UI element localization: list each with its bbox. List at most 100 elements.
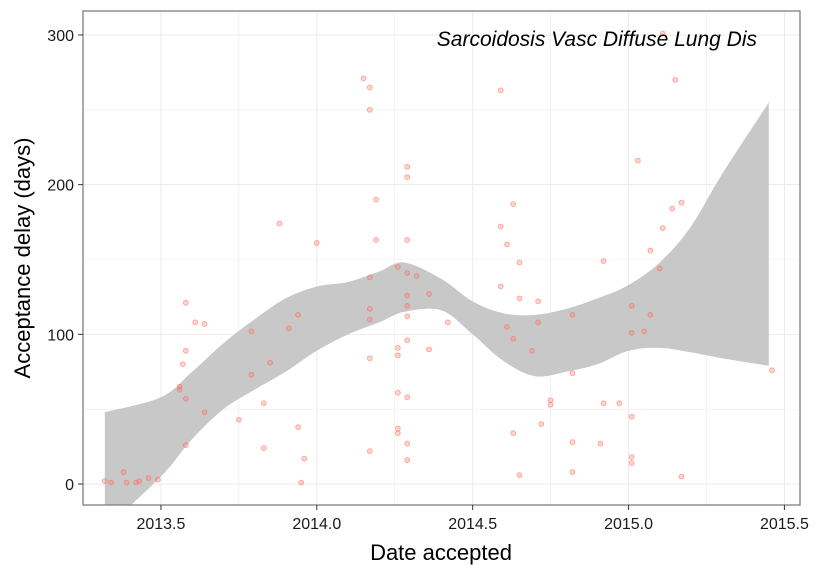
scatter-point xyxy=(535,298,541,305)
scatter-point xyxy=(426,291,432,297)
scatter-point xyxy=(404,237,411,243)
scatter-point xyxy=(678,199,685,206)
scatter-point xyxy=(192,319,199,326)
scatter-point xyxy=(366,106,373,113)
scatter-point xyxy=(183,395,189,402)
scatter-point xyxy=(260,445,267,451)
scatter-point xyxy=(516,259,523,266)
scatter-point xyxy=(395,264,401,270)
scatter-point xyxy=(236,416,242,423)
scatter-point xyxy=(366,355,373,362)
scatter-point xyxy=(404,440,411,447)
scatter-point xyxy=(413,273,420,279)
scatter-point xyxy=(295,424,301,431)
scatter-point xyxy=(769,367,775,374)
scatter-point xyxy=(635,157,641,164)
scatter-point xyxy=(298,479,305,486)
scatter-point xyxy=(179,361,186,368)
scatter-point xyxy=(108,479,114,486)
x-tick-label: 2015.0 xyxy=(604,516,653,533)
scatter-point xyxy=(366,448,373,454)
scatter-point xyxy=(136,478,142,484)
x-axis-title: Date accepted xyxy=(370,540,512,565)
scatter-point xyxy=(123,479,130,486)
smooth-confidence-band xyxy=(104,102,769,505)
scatter-point xyxy=(510,335,517,342)
scatter-point xyxy=(678,473,685,480)
x-axis-ticks: 2013.5 2014.0 2014.5 2015.0 2015.5 xyxy=(136,505,809,533)
scatter-point xyxy=(176,386,183,393)
scatter-point xyxy=(426,346,432,353)
scatter-point xyxy=(395,352,401,359)
scatter-point xyxy=(366,316,373,323)
confidence-band-area xyxy=(104,102,769,505)
scatter-point xyxy=(569,312,576,318)
scatter-points xyxy=(101,30,775,486)
y-axis-ticks: 0 100 200 300 xyxy=(47,28,83,494)
scatter-point xyxy=(535,319,541,326)
scatter-point xyxy=(248,371,255,378)
scatter-point xyxy=(656,265,663,272)
scatter-point xyxy=(628,460,635,466)
scatter-point xyxy=(267,359,273,366)
y-tick-label: 200 xyxy=(47,178,74,195)
scatter-point xyxy=(641,328,647,335)
scatter-point xyxy=(154,476,161,483)
scatter-point xyxy=(569,439,576,445)
scatter-point xyxy=(497,87,504,94)
scatter-point xyxy=(183,347,189,354)
scatter-point xyxy=(201,409,208,416)
scatter-point xyxy=(285,325,292,332)
scatter-point xyxy=(301,455,308,462)
grid-lines xyxy=(82,11,800,505)
scatter-point xyxy=(669,205,676,212)
scatter-point xyxy=(516,472,523,478)
scatter-point xyxy=(373,196,379,203)
panel-border xyxy=(82,10,801,506)
y-tick-label: 0 xyxy=(65,477,74,494)
scatter-point xyxy=(404,163,411,170)
scatter-point xyxy=(444,319,451,326)
scatter-point xyxy=(183,300,189,306)
scatter-point xyxy=(647,247,654,254)
scatter-point xyxy=(120,469,127,475)
y-tick-label: 300 xyxy=(47,28,74,45)
scatter-point xyxy=(404,457,411,463)
scatter-point xyxy=(373,237,379,243)
y-tick-label: 100 xyxy=(47,327,74,344)
scatter-point xyxy=(510,430,517,436)
scatter-point xyxy=(628,303,635,309)
scatter-point xyxy=(395,430,401,436)
scatter-point xyxy=(201,321,208,327)
scatter-point xyxy=(510,201,517,207)
scatter-point xyxy=(497,283,504,290)
x-tick-label: 2014.0 xyxy=(292,516,341,533)
scatter-point xyxy=(600,258,607,264)
scatter-point xyxy=(672,77,679,83)
scatter-point xyxy=(547,401,554,408)
scatter-point xyxy=(569,469,576,475)
scatter-point xyxy=(404,292,411,299)
scatter-point xyxy=(404,394,411,401)
scatter-point xyxy=(101,478,108,484)
scatter-point xyxy=(395,344,401,351)
scatter-point xyxy=(628,454,635,460)
scatter-point xyxy=(366,274,373,281)
scatter-point xyxy=(276,220,283,227)
scatter-point xyxy=(133,479,139,486)
scatter-point xyxy=(600,400,607,407)
scatter-point xyxy=(597,440,604,447)
scatter-point xyxy=(647,312,654,318)
scatter-point xyxy=(529,347,535,354)
scatter-point xyxy=(295,312,301,318)
scatter-point xyxy=(516,295,523,302)
x-tick-label: 2013.5 xyxy=(136,516,185,533)
scatter-point xyxy=(145,475,152,481)
scatter-point xyxy=(366,306,373,312)
scatter-point xyxy=(404,303,411,309)
scatter-point xyxy=(404,313,411,320)
scatter-point xyxy=(248,328,255,335)
y-axis-title: Acceptance delay (days) xyxy=(10,138,35,379)
scatter-point xyxy=(404,270,411,276)
